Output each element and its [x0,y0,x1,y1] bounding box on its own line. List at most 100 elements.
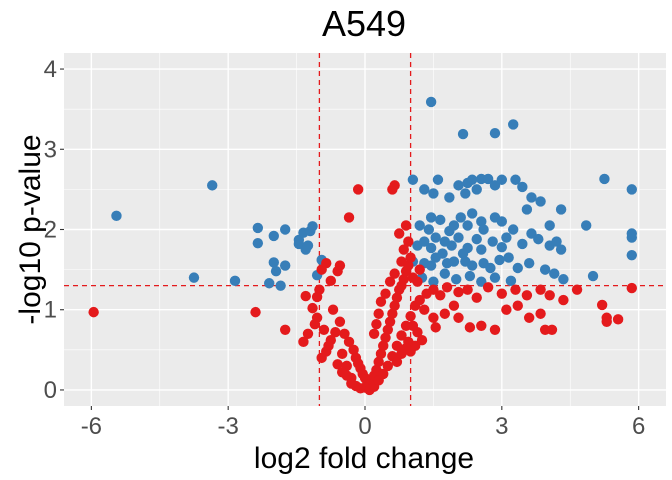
point-not-significant [612,314,624,325]
point-not-significant [453,312,464,323]
point-significant [419,236,430,247]
point-not-significant [464,322,476,333]
x-tick-label: 3 [495,413,508,440]
point-not-significant [416,335,428,346]
point-not-significant [368,328,380,339]
point-significant [476,244,487,255]
point-not-significant [375,348,387,360]
point-not-significant [453,286,464,298]
point-significant [423,224,435,235]
point-significant [521,204,533,215]
point-significant [510,174,521,185]
point-not-significant [414,294,425,306]
point-not-significant [343,336,355,348]
point-not-significant [435,290,446,301]
point-not-significant [428,284,439,295]
point-significant [587,270,599,282]
point-not-significant [336,348,348,360]
y-tick-label: 2 [44,217,57,244]
point-significant [496,216,508,227]
point-not-significant [325,275,336,287]
x-tick-label: -6 [81,413,102,440]
point-significant [533,233,544,245]
point-significant [496,241,508,253]
point-significant [599,173,610,185]
point-not-significant [391,340,403,352]
point-significant [505,275,517,287]
point-significant [466,208,478,219]
point-significant [264,278,275,289]
point-significant [430,232,441,243]
point-not-significant [389,180,400,191]
point-significant [482,173,494,185]
point-not-significant [510,284,521,295]
point-not-significant [521,290,533,301]
point-significant [471,233,482,245]
point-not-significant [482,282,494,293]
point-not-significant [378,340,389,352]
point-significant [457,248,469,259]
point-not-significant [316,352,327,364]
point-significant [489,180,501,191]
point-not-significant [300,290,311,302]
point-significant [526,192,537,203]
point-significant [544,220,555,231]
chart-title: A549 [322,3,406,44]
point-significant [453,180,464,191]
point-significant [448,220,460,231]
point-significant [476,216,487,227]
point-significant [407,174,419,185]
point-significant [580,220,592,231]
axis-ticks [60,68,640,410]
point-not-significant [384,316,396,327]
point-significant [275,280,286,291]
point-not-significant [302,328,314,339]
point-not-significant [384,276,396,287]
point-not-significant [327,304,339,315]
point-not-significant [88,306,99,318]
threshold-lines [64,53,666,406]
x-tick-label: 0 [358,413,371,440]
point-significant [489,272,501,283]
point-significant [453,232,464,243]
point-not-significant [601,316,612,327]
point-significant [487,236,498,247]
point-not-significant [441,282,453,293]
point-significant [460,188,471,199]
point-not-significant [405,252,416,263]
point-not-significant [471,292,482,303]
point-significant [626,228,637,239]
point-not-significant [339,328,350,339]
point-not-significant [389,268,400,279]
point-not-significant [626,282,637,294]
point-not-significant [535,284,546,295]
point-not-significant [396,256,407,267]
point-significant [512,262,523,274]
point-significant [229,275,241,287]
point-not-significant [501,304,512,315]
point-not-significant [414,264,425,275]
point-significant [188,272,200,283]
point-significant [279,224,291,235]
point-not-significant [391,292,403,303]
point-significant [425,260,437,271]
point-not-significant [332,359,343,370]
point-significant [466,174,478,185]
point-not-significant [314,284,325,295]
point-significant [279,260,291,271]
point-not-significant [380,332,391,344]
point-not-significant [571,284,583,295]
y-tick-label: 4 [44,56,57,83]
point-significant [539,264,551,275]
x-tick-label: -3 [218,413,239,440]
point-significant [207,180,218,191]
point-significant [419,184,430,195]
data-points [88,96,637,396]
point-significant [555,204,567,215]
point-significant [551,236,562,247]
point-not-significant [396,330,407,341]
point-not-significant [448,300,460,311]
point-significant [489,128,501,139]
point-not-significant [405,310,416,322]
